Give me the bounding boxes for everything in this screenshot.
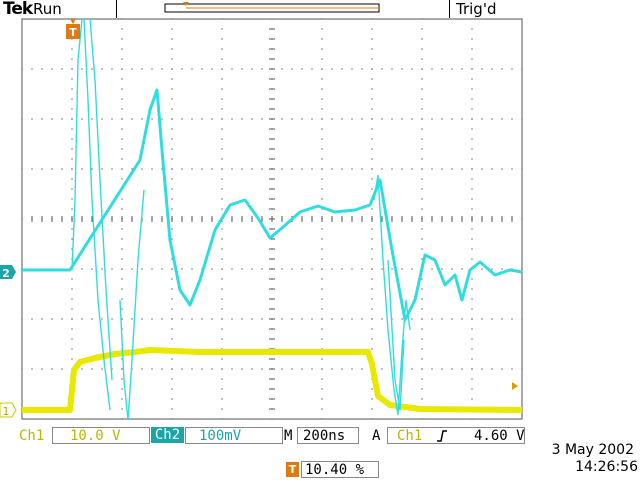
ch1-label: Ch1: [19, 428, 45, 444]
timebase-box: [297, 427, 359, 444]
ch2-spikes: [71, 18, 411, 421]
status-bar: Tek Run Trig'd: [0, 0, 640, 19]
ch2-label: Ch2: [151, 427, 184, 443]
ch2-ground-marker: 2: [0, 265, 16, 280]
trigger-mode-label: A: [372, 428, 381, 444]
trigger-box: [387, 427, 525, 444]
svg-text:T: T: [69, 26, 77, 39]
date-label: 3 May 2002: [551, 442, 634, 458]
trigger-source: Ch1: [397, 428, 423, 444]
trigger-position: 10.40 %: [305, 462, 365, 478]
trigger-position-icon: T: [286, 462, 299, 477]
divider: [116, 0, 117, 18]
ch2-scale-box: [185, 427, 283, 444]
record-length-indicator: [164, 2, 380, 13]
trigger-position-icon: [183, 2, 189, 6]
trigger-status: Trig'd: [456, 0, 497, 18]
ch2-scale: 100mV: [199, 428, 242, 444]
timebase-label: M: [284, 428, 293, 444]
ch1-scale-box: [52, 427, 150, 444]
brand-logo: Tek: [3, 0, 33, 19]
graticule-border: [21, 18, 523, 420]
trigger-position-box: [301, 461, 379, 478]
divider: [449, 0, 450, 18]
time-label: 14:26:56: [575, 459, 638, 475]
svg-text:2: 2: [2, 267, 10, 280]
ch2-waveform: [22, 88, 523, 322]
ch1-ground-marker: 1: [0, 402, 17, 418]
trigger-level-icon: [512, 382, 518, 390]
svg-text:1: 1: [3, 405, 10, 418]
acquisition-status: Run: [33, 0, 62, 18]
readout-bar: Ch1 10.0 V Ch2 100mV M 200ns A Ch1 4.60 …: [0, 425, 640, 480]
timebase-value: 200ns: [303, 428, 346, 444]
ch1-waveform: [22, 347, 523, 413]
rising-edge-icon: [437, 430, 447, 442]
trigger-level: 4.60 V: [474, 428, 525, 444]
ch1-scale: 10.0 V: [70, 428, 121, 444]
trigger-marker: T: [66, 19, 80, 39]
